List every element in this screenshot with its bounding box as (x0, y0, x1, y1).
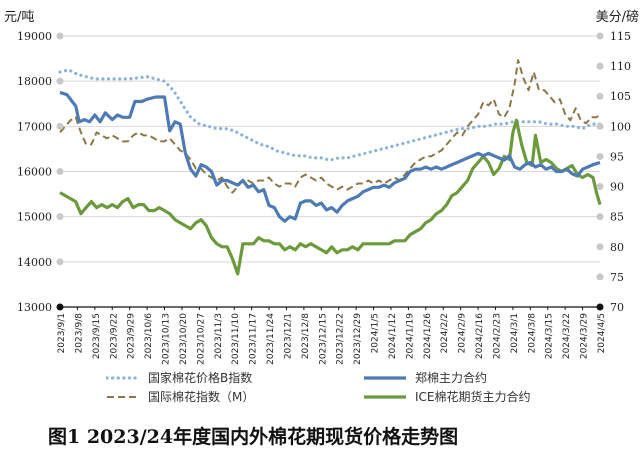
series-intl-index-m (59, 59, 601, 194)
right-tick-label: 80 (610, 241, 624, 254)
figure-caption: 图1 2023/24年度国内外棉花期现货价格走势图 (48, 426, 459, 448)
left-tick-dot-15000 (56, 213, 64, 221)
left-tick-dot-16000 (56, 168, 64, 175)
right-tick-label: 110 (610, 60, 631, 73)
x-tick-label: 2024/2/2 (440, 313, 450, 353)
right-tick-dot-100 (596, 122, 604, 130)
right-tick-dot-75 (596, 273, 604, 281)
right-tick-label: 115 (610, 30, 631, 43)
legend-item-cc-index: 国家棉花价格B指数 (106, 369, 252, 386)
x-tick-label: 2023/10/6 (144, 313, 154, 359)
x-tick-label: 2023/11/3 (214, 313, 224, 359)
legend-label-zce: 郑棉主力合约 (415, 371, 488, 385)
right-tick-label: 90 (610, 181, 624, 194)
x-tick-label: 2024/2/23 (492, 313, 502, 359)
x-tick-label: 2024/1/26 (423, 313, 433, 359)
left-axis-unit: 元/吨 (4, 10, 35, 25)
x-tick-label: 2024/3/29 (580, 313, 590, 359)
right-axis-unit: 美分/磅 (595, 10, 639, 25)
legend-swatch-ice (364, 394, 406, 399)
x-tick-label: 2024/3/1 (510, 313, 520, 353)
legend-item-ice: ICE棉花期货主力合约 (363, 388, 531, 405)
legend-swatch-zce (364, 375, 406, 380)
right-tick-dot-105 (596, 92, 604, 100)
x-tick-label: 2023/12/1 (283, 313, 293, 359)
x-tick-label: 2024/4/5 (597, 313, 607, 353)
x-tick-label: 2024/3/22 (562, 313, 572, 359)
x-tick-label: 2024/2/9 (458, 313, 468, 354)
right-tick-dot-85 (596, 213, 604, 221)
x-tick-label: 2023/9/8 (74, 313, 84, 354)
right-tick-dot-115 (596, 32, 604, 40)
legend-label-intl-index: 国际棉花指数（M） (148, 390, 255, 404)
left-tick-dot-17000 (56, 122, 64, 130)
x-tick-label: 2024/1/5 (371, 313, 381, 353)
axes (56, 32, 604, 311)
x-tick-label: 2023/11/17 (249, 313, 259, 365)
grid-lines (60, 35, 600, 263)
x-tick-label: 2023/11/10 (231, 313, 241, 365)
legend-swatch-cc-index (106, 375, 140, 380)
x-tick-label: 2024/1/19 (405, 313, 415, 359)
x-tick-label: 2023/10/20 (179, 313, 189, 365)
x-tick-label: 2024/3/15 (545, 313, 555, 359)
right-tick-label: 70 (610, 301, 624, 314)
x-tick-label: 2023/12/29 (353, 313, 363, 365)
right-tick-label: 85 (610, 211, 624, 224)
right-tick-label: 105 (610, 90, 631, 103)
legend-swatch-intl-index (107, 395, 139, 398)
x-tick-label: 2023/9/22 (109, 313, 119, 359)
right-tick-dot-90 (596, 183, 604, 191)
x-tick-label: 2024/1/12 (388, 313, 398, 359)
left-tick-dot-14000 (56, 258, 64, 266)
left-tick-dot-19000 (56, 32, 64, 40)
left-tick-label: 16000 (17, 166, 52, 179)
series-lines (58, 59, 602, 276)
x-tick-label: 2023/10/13 (162, 313, 172, 365)
x-tick-label: 2023/12/8 (301, 313, 311, 359)
legend-item-zce: 郑棉主力合约 (363, 369, 487, 386)
right-tick-dot-95 (596, 152, 604, 160)
legend-item-intl-index: 国际棉花指数（M） (106, 388, 254, 405)
left-tick-dot-18000 (56, 77, 64, 85)
x-tick-label: 2023/12/15 (318, 313, 328, 365)
series-cc-index-b (58, 68, 602, 162)
left-tick-label: 18000 (17, 75, 52, 88)
series-ice-main (59, 118, 602, 276)
x-tick-label: 2023/12/22 (336, 313, 346, 365)
series-zce-main (59, 90, 601, 223)
x-tick-label: 2024/2/16 (475, 313, 485, 359)
left-tick-label: 13000 (17, 301, 52, 314)
left-tick-label: 15000 (17, 211, 52, 224)
x-tick-label: 2023/9/15 (92, 313, 102, 359)
right-tick-label: 100 (610, 120, 631, 133)
left-tick-label: 14000 (17, 256, 52, 269)
tick-labels: 13000 14000 15000 16000 17000 18000 19000 70 75 8… (17, 30, 631, 365)
right-tick-dot-110 (596, 62, 604, 70)
x-tick-label: 2023/9/29 (127, 313, 137, 359)
left-tick-label: 19000 (17, 30, 52, 43)
legend-label-cc-index: 国家棉花价格B指数 (148, 371, 253, 385)
legend-label-ice: ICE棉花期货主力合约 (415, 390, 531, 404)
x-tick-label: 2023/11/24 (266, 313, 276, 365)
right-tick-dot-80 (596, 243, 604, 251)
left-tick-label: 17000 (17, 120, 52, 133)
right-tick-label: 95 (610, 150, 624, 163)
right-tick-label: 75 (610, 271, 624, 284)
x-tick-label: 2023/10/27 (196, 313, 206, 365)
x-tick-label: 2023/9/1 (57, 313, 67, 353)
x-tick-label: 2024/3/8 (527, 313, 537, 354)
